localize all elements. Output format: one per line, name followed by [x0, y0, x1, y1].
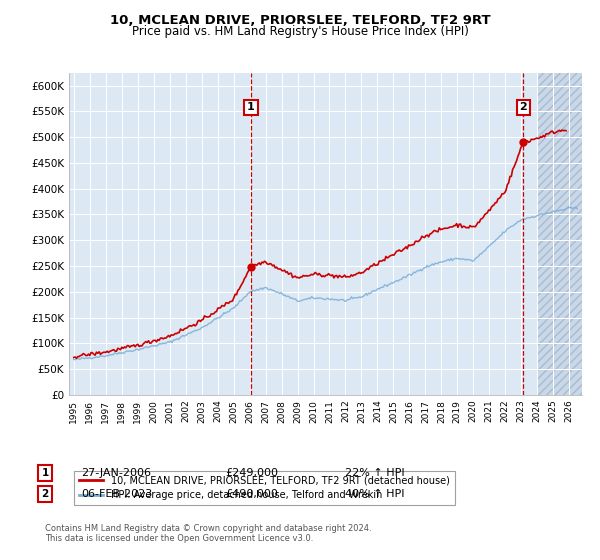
Text: Contains HM Land Registry data © Crown copyright and database right 2024.
This d: Contains HM Land Registry data © Crown c… — [45, 524, 371, 543]
Text: 40% ↑ HPI: 40% ↑ HPI — [345, 489, 404, 499]
Text: 2: 2 — [520, 102, 527, 113]
Text: 2: 2 — [41, 489, 49, 499]
Legend: 10, MCLEAN DRIVE, PRIORSLEE, TELFORD, TF2 9RT (detached house), HPI: Average pri: 10, MCLEAN DRIVE, PRIORSLEE, TELFORD, TF… — [74, 470, 455, 505]
Text: Price paid vs. HM Land Registry's House Price Index (HPI): Price paid vs. HM Land Registry's House … — [131, 25, 469, 38]
Text: 1: 1 — [41, 468, 49, 478]
Bar — [537, 73, 582, 395]
Text: £249,000: £249,000 — [225, 468, 278, 478]
Text: £490,000: £490,000 — [225, 489, 278, 499]
Text: 27-JAN-2006: 27-JAN-2006 — [81, 468, 151, 478]
Text: 10, MCLEAN DRIVE, PRIORSLEE, TELFORD, TF2 9RT: 10, MCLEAN DRIVE, PRIORSLEE, TELFORD, TF… — [110, 14, 490, 27]
Text: 22% ↑ HPI: 22% ↑ HPI — [345, 468, 404, 478]
Text: 06-FEB-2023: 06-FEB-2023 — [81, 489, 152, 499]
Text: 1: 1 — [247, 102, 255, 113]
